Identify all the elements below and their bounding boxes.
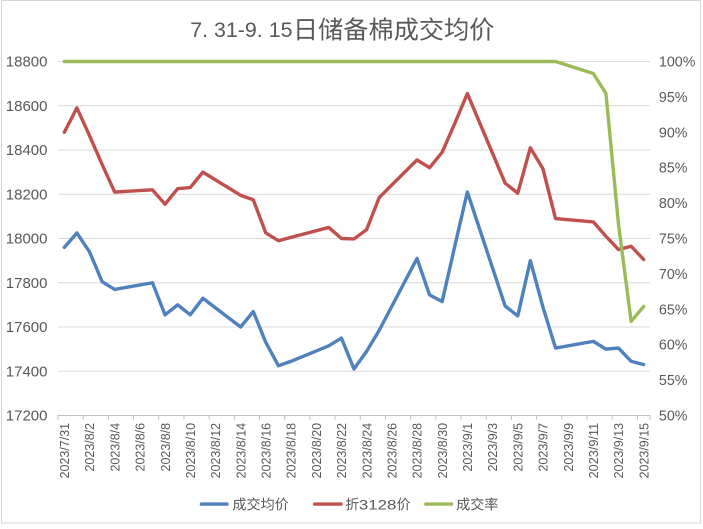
- svg-text:2023/8/4: 2023/8/4: [107, 423, 122, 472]
- svg-text:2023/8/16: 2023/8/16: [259, 423, 274, 479]
- svg-text:2023/9/7: 2023/9/7: [536, 423, 551, 472]
- svg-text:2023/9/3: 2023/9/3: [485, 423, 500, 472]
- svg-text:17600: 17600: [6, 319, 48, 336]
- svg-text:2023/8/12: 2023/8/12: [208, 423, 223, 479]
- svg-text:65%: 65%: [659, 302, 688, 318]
- svg-text:18200: 18200: [6, 186, 48, 203]
- svg-text:2023/8/18: 2023/8/18: [284, 423, 299, 479]
- svg-text:7. 31-9. 15: 7. 31-9. 15: [190, 18, 292, 42]
- svg-text:2023/8/6: 2023/8/6: [133, 423, 148, 472]
- svg-text:2023/9/11: 2023/9/11: [586, 423, 601, 479]
- svg-text:95%: 95%: [659, 90, 688, 106]
- svg-text:18600: 18600: [6, 98, 48, 115]
- svg-text:2023/7/31: 2023/7/31: [57, 423, 72, 479]
- svg-text:2023/8/2: 2023/8/2: [82, 423, 97, 472]
- svg-text:17800: 17800: [6, 275, 48, 292]
- svg-text:3128: 3128: [359, 496, 397, 512]
- svg-text:2023/9/1: 2023/9/1: [460, 423, 475, 472]
- svg-text:2023/8/10: 2023/8/10: [183, 423, 198, 479]
- svg-text:2023/8/14: 2023/8/14: [233, 423, 248, 479]
- svg-text:2023/8/22: 2023/8/22: [334, 423, 349, 479]
- svg-text:80%: 80%: [659, 196, 688, 212]
- svg-text:2023/9/15: 2023/9/15: [636, 423, 651, 479]
- svg-text:55%: 55%: [659, 373, 688, 389]
- svg-text:2023/8/8: 2023/8/8: [158, 423, 173, 472]
- svg-text:2023/8/28: 2023/8/28: [410, 423, 425, 479]
- svg-text:70%: 70%: [659, 267, 688, 283]
- svg-text:75%: 75%: [659, 232, 688, 248]
- svg-text:2023/8/30: 2023/8/30: [435, 423, 450, 479]
- svg-text:18400: 18400: [6, 142, 48, 159]
- svg-text:90%: 90%: [659, 125, 688, 141]
- svg-text:2023/9/9: 2023/9/9: [561, 423, 576, 472]
- svg-text:2023/8/20: 2023/8/20: [309, 423, 324, 479]
- svg-text:50%: 50%: [659, 409, 688, 425]
- svg-text:2023/8/24: 2023/8/24: [359, 423, 374, 479]
- svg-text:60%: 60%: [659, 338, 688, 354]
- svg-text:18000: 18000: [6, 231, 48, 248]
- svg-text:100%: 100%: [659, 55, 696, 71]
- svg-text:17400: 17400: [6, 363, 48, 380]
- svg-text:2023/9/5: 2023/9/5: [510, 423, 525, 472]
- svg-text:2023/9/13: 2023/9/13: [611, 423, 626, 479]
- svg-text:17200: 17200: [6, 408, 48, 425]
- svg-text:85%: 85%: [659, 161, 688, 177]
- svg-text:18800: 18800: [6, 54, 48, 71]
- svg-text:2023/8/26: 2023/8/26: [384, 423, 399, 479]
